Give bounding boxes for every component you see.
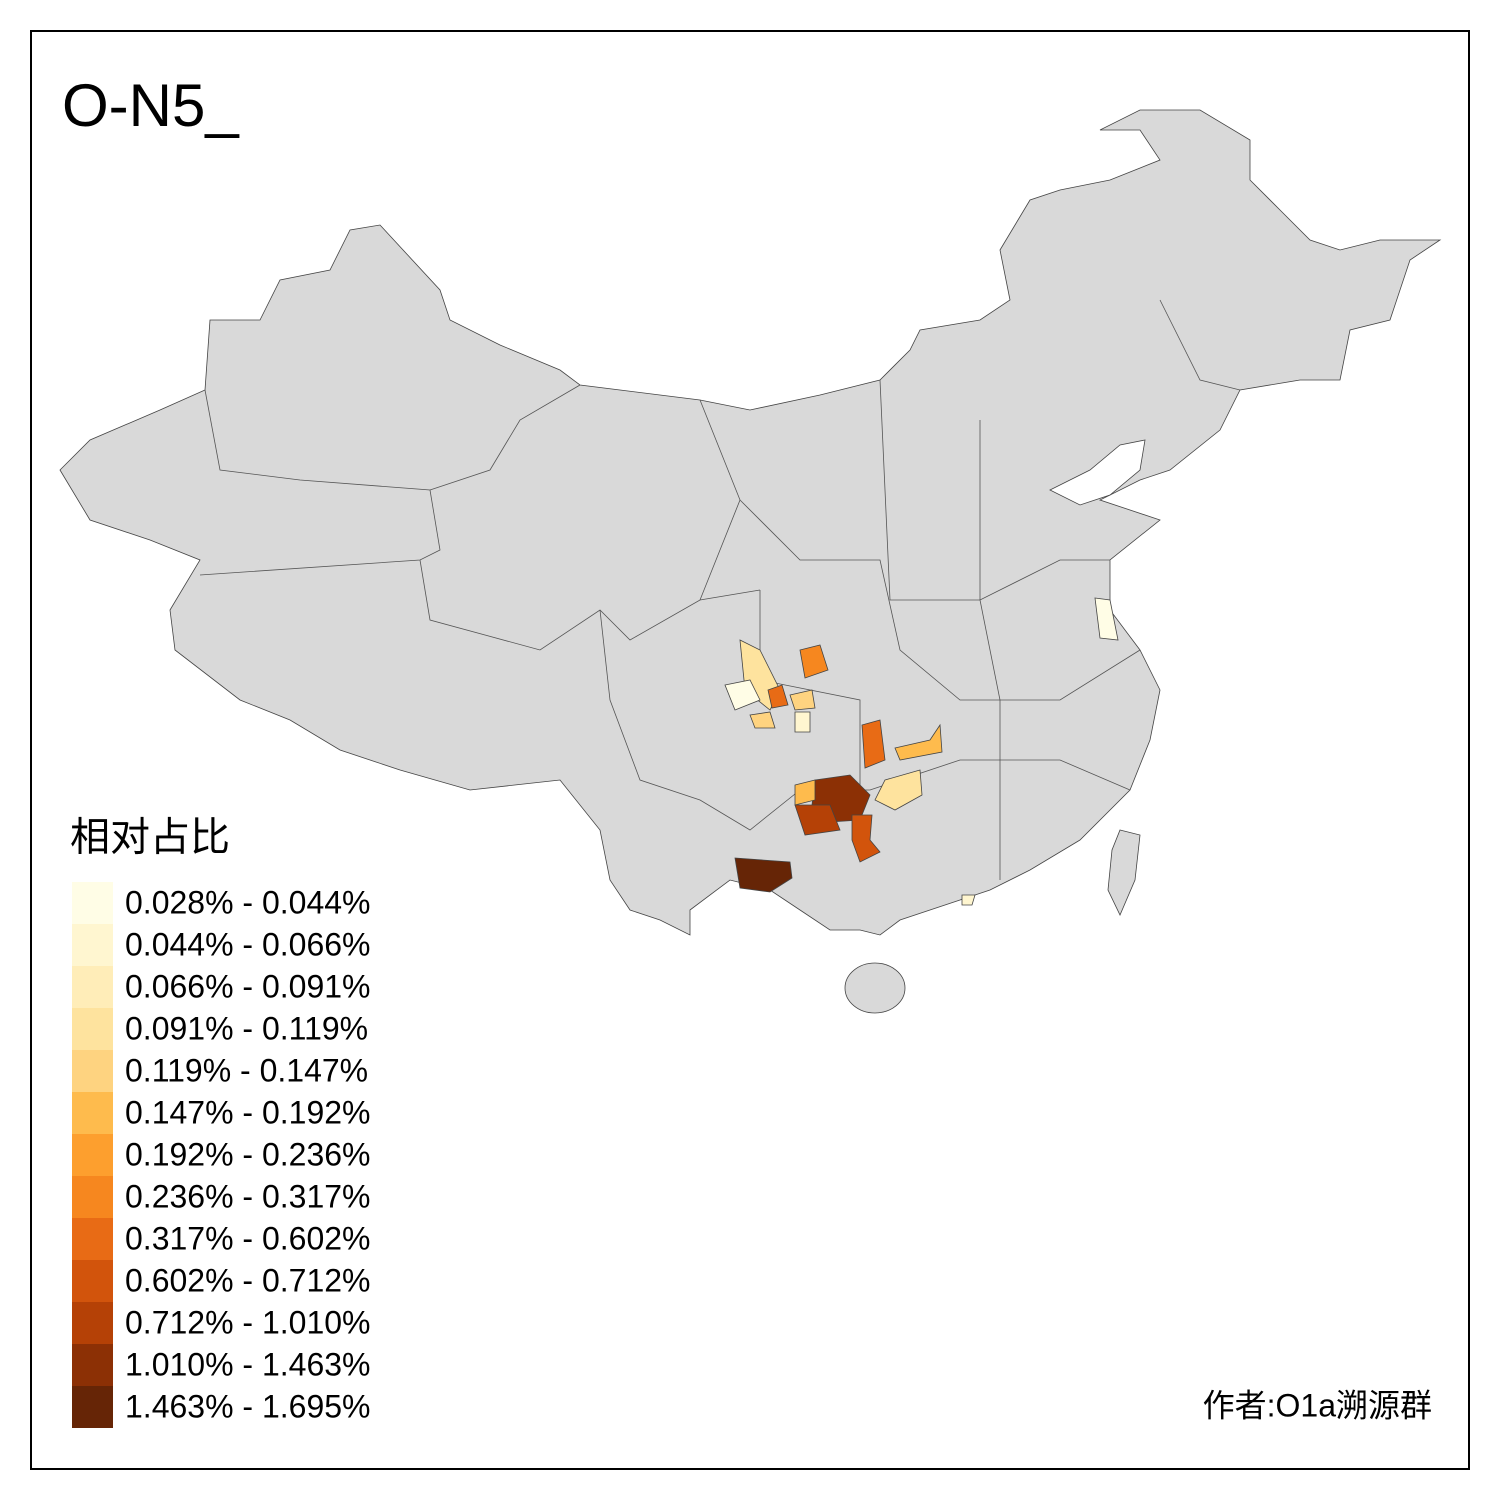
country-outline — [59, 109, 1442, 936]
region — [894, 723, 943, 761]
legend-swatch — [72, 1176, 113, 1218]
legend-swatch — [72, 1302, 113, 1344]
taiwan — [1107, 829, 1141, 916]
legend-swatch — [72, 1008, 113, 1050]
region — [794, 779, 816, 806]
legend-swatch — [72, 1260, 113, 1302]
legend-swatch — [72, 1344, 113, 1386]
legend-swatch — [72, 1092, 113, 1134]
region — [749, 711, 776, 729]
region — [961, 894, 976, 906]
bohai-sea — [1049, 439, 1146, 506]
author-credit: 作者:O1a溯源群 — [1203, 1387, 1432, 1423]
legend-label: 0.192% - 0.236% — [125, 1136, 371, 1172]
shaded-regions — [724, 597, 1119, 906]
province-borders — [199, 299, 1241, 880]
region — [724, 679, 761, 711]
legend-swatch — [72, 1050, 113, 1092]
legend-label: 1.010% - 1.463% — [125, 1346, 371, 1382]
legend-label: 1.463% - 1.695% — [125, 1388, 371, 1424]
legend-label: 0.147% - 0.192% — [125, 1094, 371, 1130]
region — [789, 689, 816, 711]
region — [794, 711, 811, 733]
hainan — [844, 962, 906, 1014]
legend-label: 0.317% - 0.602% — [125, 1220, 371, 1256]
legend-swatch — [72, 1218, 113, 1260]
legend-swatch — [72, 1386, 113, 1428]
legend-label: 0.602% - 0.712% — [125, 1262, 371, 1298]
legend-label: 0.028% - 0.044% — [125, 884, 371, 920]
legend-label: 0.066% - 0.091% — [125, 968, 371, 1004]
legend-swatch — [72, 882, 113, 924]
legend-label: 0.236% - 0.317% — [125, 1178, 371, 1214]
legend-swatch — [72, 1134, 113, 1176]
legend-label: 0.119% - 0.147% — [125, 1052, 368, 1088]
region — [874, 769, 923, 811]
region — [799, 644, 829, 679]
base-map — [59, 109, 1442, 1014]
legend: 0.028% - 0.044% 0.044% - 0.066% 0.066% - 0… — [72, 882, 371, 1428]
legend-label: 0.091% - 0.119% — [125, 1010, 368, 1046]
map-title: O-N5_ — [62, 72, 240, 139]
legend-label: 0.044% - 0.066% — [125, 926, 371, 962]
legend-title: 相对占比 — [70, 816, 230, 860]
region — [767, 684, 789, 709]
region — [734, 857, 793, 893]
region — [851, 814, 881, 863]
region — [794, 804, 841, 836]
region — [861, 719, 886, 769]
legend-swatch — [72, 966, 113, 1008]
legend-label: 0.712% - 1.010% — [125, 1304, 371, 1340]
legend-swatch — [72, 924, 113, 966]
region — [1094, 597, 1119, 641]
